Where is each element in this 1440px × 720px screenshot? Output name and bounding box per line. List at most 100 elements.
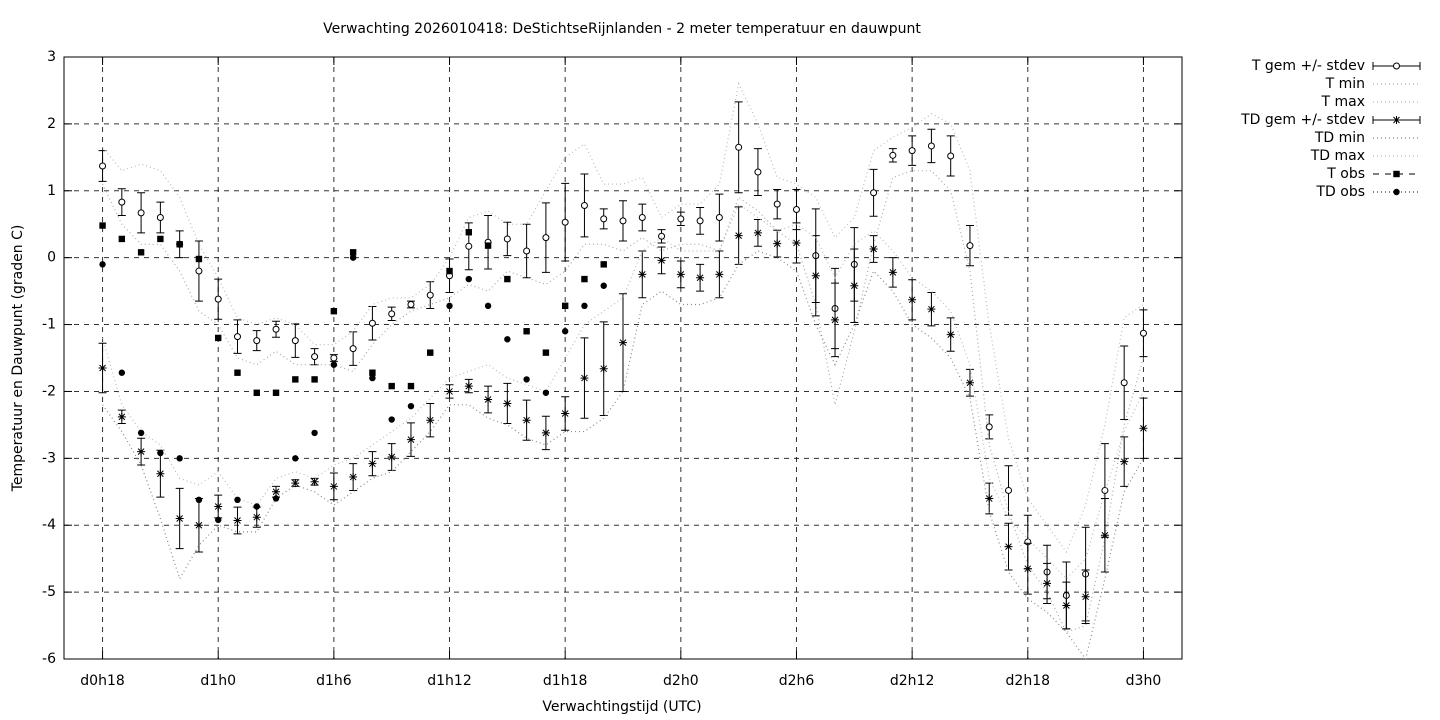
data-point — [195, 496, 203, 504]
data-point — [156, 469, 165, 478]
data-point — [407, 402, 415, 410]
data-point — [773, 239, 782, 248]
legend-label: TD obs — [1315, 184, 1365, 200]
data-point — [1004, 542, 1013, 551]
data-point — [330, 307, 338, 315]
data-point — [292, 376, 299, 383]
data-point — [561, 409, 570, 418]
data-point — [735, 143, 743, 151]
data-point — [561, 218, 569, 226]
data-point — [638, 214, 646, 222]
data-point — [291, 479, 300, 488]
data-point — [311, 429, 318, 437]
data-point — [619, 217, 627, 225]
data-point — [966, 242, 974, 250]
x-tick-label: d0h18 — [80, 673, 124, 689]
data-point — [1043, 579, 1052, 588]
data-point — [388, 310, 396, 318]
y-tick-label: -6 — [42, 651, 56, 667]
data-point — [118, 198, 126, 206]
data-point — [99, 261, 106, 268]
legend-swatch — [1393, 170, 1400, 178]
data-point — [541, 428, 550, 437]
data-point — [523, 328, 530, 335]
data-point — [927, 305, 936, 314]
data-point — [503, 235, 511, 243]
data-point — [311, 353, 319, 361]
data-point — [600, 261, 607, 268]
y-tick-label: -4 — [42, 517, 56, 533]
data-point — [349, 249, 357, 256]
data-point — [1120, 379, 1128, 387]
data-point — [99, 222, 106, 229]
data-point — [696, 273, 705, 282]
data-point — [194, 521, 203, 530]
data-point — [773, 200, 781, 208]
data-point — [754, 168, 762, 176]
data-point — [349, 473, 358, 482]
data-point — [272, 325, 280, 333]
data-point — [233, 333, 241, 341]
data-point — [985, 494, 994, 503]
data-point — [1139, 329, 1147, 337]
data-point — [850, 281, 859, 290]
data-point — [369, 369, 376, 376]
data-point — [542, 389, 550, 396]
data-point — [137, 447, 146, 456]
data-point — [580, 374, 589, 383]
data-point — [253, 503, 260, 510]
data-point — [542, 234, 550, 242]
data-point — [252, 513, 261, 522]
data-point — [292, 455, 299, 462]
x-tick-label: d1h0 — [200, 673, 236, 689]
data-point — [464, 382, 473, 391]
y-axis-label: Temperatuur en Dauwpunt (graden C) — [10, 225, 26, 493]
data-point — [658, 232, 666, 240]
data-point — [427, 349, 434, 356]
x-tick-label: d2h12 — [890, 673, 934, 689]
legend-label: T max — [1320, 94, 1365, 110]
data-point — [234, 369, 241, 376]
data-point — [542, 349, 550, 356]
data-point — [329, 482, 338, 491]
data-point — [388, 416, 395, 423]
x-tick-label: d2h0 — [663, 673, 699, 689]
y-tick-label: -3 — [42, 450, 56, 466]
data-point — [369, 374, 376, 382]
data-point — [233, 516, 242, 525]
data-point — [426, 416, 435, 425]
data-point — [504, 275, 511, 283]
data-point — [253, 389, 260, 396]
data-point — [599, 364, 608, 373]
data-point — [407, 300, 415, 308]
data-point — [1062, 601, 1071, 610]
legend-label: T obs — [1326, 166, 1365, 182]
data-point — [715, 214, 723, 222]
data-point — [387, 452, 396, 461]
data-point — [291, 337, 299, 345]
y-tick-label: -2 — [42, 383, 56, 399]
data-point — [503, 399, 512, 408]
data-point — [600, 282, 607, 289]
data-point — [581, 302, 588, 310]
y-tick-label: -5 — [42, 584, 56, 600]
data-point — [157, 235, 164, 243]
data-point — [484, 242, 492, 249]
data-point — [176, 455, 183, 462]
chart-title: Verwachting 2026010418: DeStichtseRijnla… — [323, 21, 921, 37]
data-point — [831, 315, 840, 324]
y-tick-label: 0 — [47, 250, 56, 266]
data-point — [195, 267, 203, 275]
data-point — [946, 330, 955, 339]
data-point — [908, 295, 917, 304]
data-point — [118, 369, 126, 376]
data-point — [157, 449, 164, 457]
data-point — [600, 215, 608, 223]
data-point — [465, 275, 472, 283]
data-point — [137, 429, 145, 437]
data-point — [561, 302, 569, 310]
legend-swatch — [1393, 62, 1400, 70]
data-point — [446, 267, 453, 275]
data-point — [792, 238, 801, 247]
data-point — [619, 338, 627, 347]
